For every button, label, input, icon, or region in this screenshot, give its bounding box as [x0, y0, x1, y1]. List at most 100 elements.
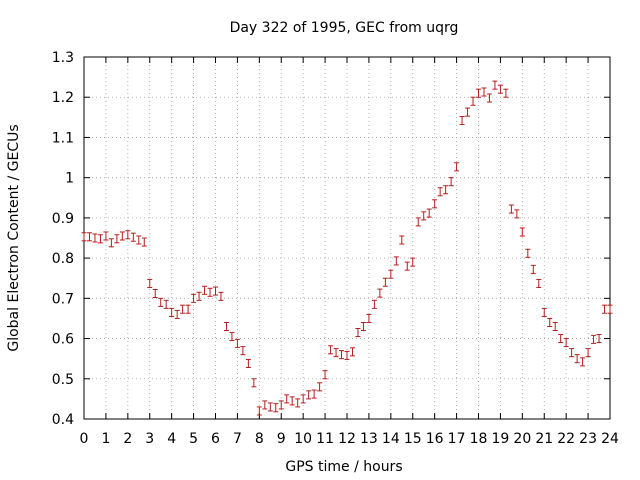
x-tick-label: 22: [557, 431, 575, 447]
data-point: [519, 227, 525, 237]
x-tick-labels: 0 1 2 3 4 5 6 7 8 9 10 11 12 13 14 15 16 17 18 19 20 21 22 23 24: [80, 431, 619, 447]
data-point: [152, 288, 158, 299]
x-tick-label: 12: [338, 431, 356, 447]
data-point: [267, 402, 273, 412]
data-point: [486, 93, 492, 103]
data-point: [97, 234, 103, 244]
x-tick-label: 11: [316, 431, 334, 447]
data-point: [421, 211, 427, 221]
data-point: [476, 88, 481, 98]
data-point: [147, 278, 153, 288]
data-point: [328, 345, 334, 355]
data-point: [602, 304, 608, 314]
x-tick-label: 16: [426, 431, 444, 447]
data-point: [607, 304, 613, 314]
axis-ticks: [83, 56, 611, 420]
data-point: [426, 208, 432, 218]
x-tick-label: 3: [145, 431, 154, 447]
data-point: [552, 321, 558, 332]
data-point: [218, 291, 224, 301]
data-point: [273, 403, 279, 413]
x-tick-label: 2: [123, 431, 132, 447]
x-tick-label: 6: [211, 431, 220, 447]
y-tick-label: 1.1: [52, 130, 74, 146]
data-point: [114, 234, 120, 244]
x-tick-label: 10: [294, 431, 312, 447]
data-point: [163, 299, 169, 309]
data-point: [454, 162, 460, 172]
data-point: [108, 238, 114, 248]
data-point: [169, 307, 175, 317]
grid-lines: [84, 57, 610, 419]
data-point: [295, 398, 301, 408]
x-tick-label: 7: [233, 431, 242, 447]
data-point: [591, 334, 597, 344]
data-point: [284, 394, 290, 404]
data-point: [558, 334, 564, 344]
x-tick-label: 19: [492, 431, 510, 447]
y-axis-label: Global Electron Content / GECUs: [6, 124, 22, 351]
data-point: [207, 287, 213, 297]
data-point: [388, 269, 394, 279]
data-point: [223, 321, 229, 332]
data-point: [404, 261, 410, 271]
data-point: [92, 233, 98, 243]
data-point: [503, 88, 509, 98]
data-point: [497, 84, 503, 94]
x-tick-label: 21: [535, 431, 553, 447]
x-tick-label: 4: [167, 431, 176, 447]
y-tick-label: 1.3: [52, 50, 74, 66]
data-point: [360, 321, 366, 332]
data-point: [311, 389, 317, 399]
data-point: [130, 232, 136, 242]
y-tick-labels: 0.4 0.5 0.6 0.7 0.8 0.9 1 1.1 1.2 1.3: [52, 50, 74, 428]
x-tick-label: 17: [448, 431, 466, 447]
data-point: [213, 286, 218, 296]
data-point: [180, 304, 186, 314]
data-point: [245, 358, 251, 369]
data-point: [492, 80, 498, 90]
data-point: [141, 237, 147, 247]
data-point: [256, 406, 262, 416]
data-point: [525, 248, 531, 258]
data-point: [278, 400, 284, 410]
x-tick-label: 13: [360, 431, 378, 447]
data-point: [536, 278, 542, 288]
y-tick-label: 0.5: [52, 372, 74, 388]
data-point: [508, 204, 514, 214]
data-point: [349, 347, 355, 357]
data-point: [410, 257, 416, 267]
data-point: [432, 199, 438, 209]
data-point: [322, 370, 328, 380]
data-point: [262, 400, 268, 410]
x-tick-label: 18: [470, 431, 488, 447]
y-tick-label: 0.6: [52, 332, 74, 348]
data-point: [382, 277, 388, 287]
x-tick-label: 15: [404, 431, 422, 447]
data-point: [541, 307, 547, 317]
data-point: [481, 87, 487, 97]
data-point: [547, 317, 553, 327]
x-tick-label: 24: [601, 431, 619, 447]
data-point: [563, 338, 569, 348]
data-point: [125, 230, 131, 240]
data-point: [596, 334, 602, 344]
x-tick-label: 23: [579, 431, 597, 447]
y-tick-label: 0.7: [52, 291, 74, 307]
data-point: [306, 390, 312, 400]
data-point: [300, 394, 306, 404]
data-point: [530, 264, 536, 274]
data-point: [470, 96, 476, 106]
data-point: [366, 313, 372, 323]
data-point: [234, 338, 240, 348]
data-point: [355, 328, 361, 338]
data-point: [371, 299, 377, 309]
data-point: [344, 350, 350, 360]
y-tick-label: 1: [65, 171, 74, 187]
data-point: [437, 187, 443, 197]
data-point: [229, 332, 235, 342]
data-point: [191, 293, 197, 303]
x-axis-label: GPS time / hours: [285, 459, 402, 475]
data-point: [459, 116, 465, 126]
data-point: [240, 346, 246, 356]
